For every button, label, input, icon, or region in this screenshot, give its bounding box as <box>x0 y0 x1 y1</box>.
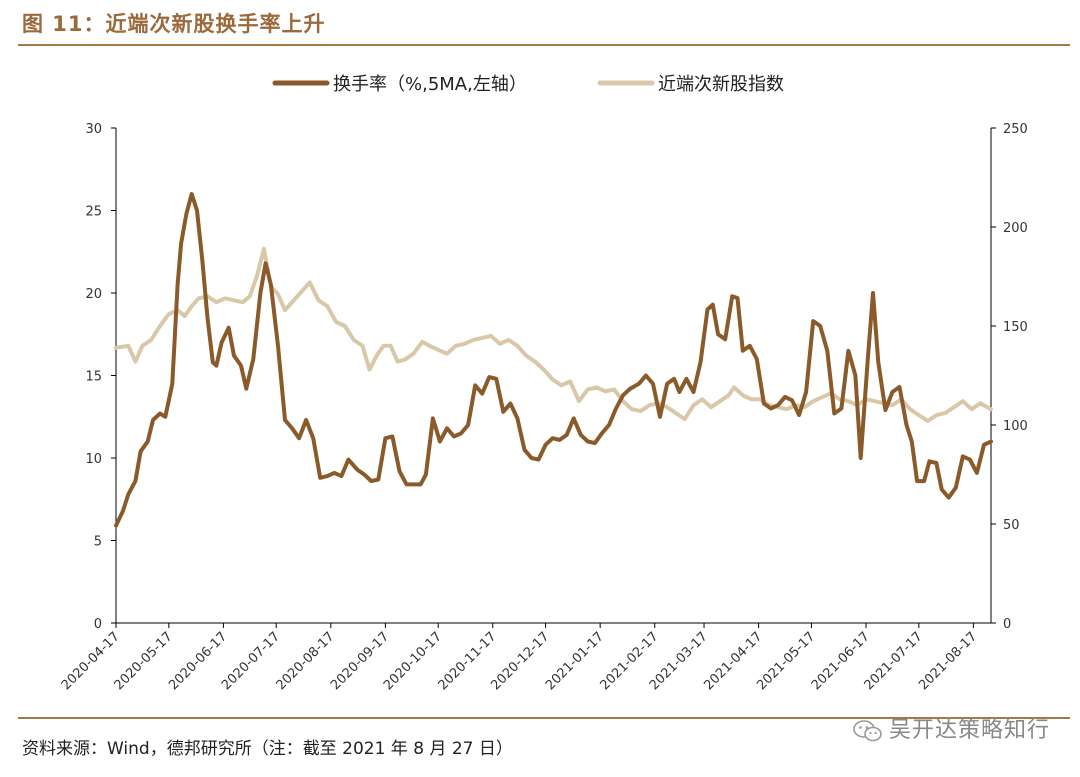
y-right-tick-label: 150 <box>1003 320 1028 335</box>
y-left-tick-label: 5 <box>94 535 102 550</box>
legend-index-label: 近端次新股指数 <box>658 74 784 95</box>
y-right-tick-label: 200 <box>1003 221 1028 236</box>
line-chart: 换手率（%,5MA,左轴） 近端次新股指数 0 5 10 15 20 25 30 0 50 100 1… <box>59 74 1028 693</box>
wechat-icon <box>853 720 882 742</box>
turnover-series-line <box>114 192 993 528</box>
y-right-tick-label: 0 <box>1003 617 1011 632</box>
y-left-tick-label: 30 <box>85 122 102 137</box>
bottom-rule <box>18 717 1070 719</box>
source-note: 资料来源：Wind，德邦研究所（注：截至 2021 年 8 月 27 日） <box>22 739 513 759</box>
y-left-tick-label: 20 <box>85 287 102 302</box>
axes: 0510152025300501001502002502020-04-17202… <box>59 122 1028 693</box>
x-tick-label: 2021-08-17 <box>916 629 980 693</box>
legend-turnover-label: 换手率（%,5MA,左轴） <box>333 74 527 95</box>
y-right-tick-label: 250 <box>1003 122 1028 137</box>
y-right-tick-label: 100 <box>1003 419 1028 434</box>
legend: 换手率（%,5MA,左轴） 近端次新股指数 <box>272 74 784 95</box>
watermark-text: 吴开达策略知行 <box>888 718 1050 743</box>
index-series-line <box>114 246 993 423</box>
y-left-tick-label: 15 <box>85 370 102 385</box>
y-left-tick-label: 10 <box>85 452 102 467</box>
series-layer <box>114 192 993 528</box>
watermark: 吴开达策略知行 <box>853 712 1050 744</box>
y-right-tick-label: 50 <box>1003 518 1020 533</box>
figure-title: 图 11：近端次新股换手率上升 <box>22 12 326 36</box>
y-left-tick-label: 25 <box>85 205 102 220</box>
y-left-tick-label: 0 <box>94 617 102 632</box>
top-rule <box>18 44 1070 46</box>
